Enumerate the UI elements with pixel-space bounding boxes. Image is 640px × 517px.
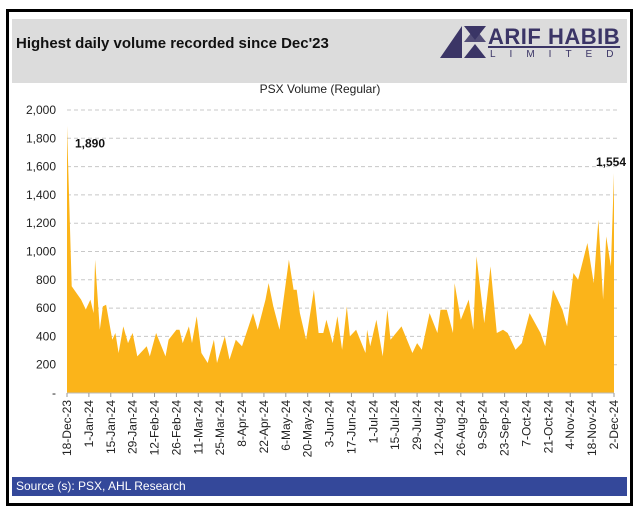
x-tick-label: 17-Jun-24 bbox=[344, 400, 358, 454]
x-tick-label: 11-Mar-24 bbox=[191, 400, 205, 455]
company-logo: ARIF HABIB LIMITED bbox=[440, 24, 624, 64]
x-tick-label: 8-Apr-24 bbox=[235, 400, 249, 447]
y-tick-label: 400 bbox=[36, 329, 56, 343]
x-tick-label: 23-Sep-24 bbox=[498, 400, 512, 456]
y-tick-label: 1,600 bbox=[26, 160, 56, 174]
page-title: Highest daily volume recorded since Dec'… bbox=[16, 35, 329, 52]
logo-name: ARIF HABIB bbox=[488, 24, 621, 49]
chart-title: PSX Volume (Regular) bbox=[259, 82, 381, 96]
chart-frame bbox=[6, 9, 633, 506]
x-tick-label: 4-Nov-24 bbox=[563, 400, 577, 450]
x-tick-label: 22-Apr-24 bbox=[257, 400, 271, 454]
x-tick-label: 18-Dec-23 bbox=[60, 400, 74, 456]
x-tick-label: 25-Mar-24 bbox=[213, 400, 227, 456]
x-tick-label: 20-May-24 bbox=[301, 400, 315, 458]
y-tick-label: 1,200 bbox=[26, 216, 56, 230]
x-tick-label: 15-Jul-24 bbox=[388, 400, 402, 450]
x-tick-label: 26-Feb-24 bbox=[169, 400, 183, 456]
x-tick-label: 7-Oct-24 bbox=[519, 400, 533, 447]
y-tick-label: - bbox=[52, 386, 56, 400]
y-tick-label: 200 bbox=[36, 358, 56, 372]
data-label: 1,890 bbox=[75, 137, 105, 151]
x-tick-label: 21-Oct-24 bbox=[541, 400, 555, 454]
x-tick-label: 18-Nov-24 bbox=[585, 400, 599, 456]
volume-area bbox=[67, 125, 614, 393]
x-tick-label: 2-Dec-24 bbox=[607, 400, 621, 450]
x-tick-label: 15-Jan-24 bbox=[104, 400, 118, 454]
x-tick-label: 26-Aug-24 bbox=[454, 400, 468, 456]
x-tick-label: 6-May-24 bbox=[279, 400, 293, 451]
header-band bbox=[12, 19, 627, 83]
x-tick-label: 9-Sep-24 bbox=[476, 400, 490, 450]
x-tick-label: 1-Jan-24 bbox=[82, 400, 96, 448]
y-tick-label: 1,400 bbox=[26, 188, 56, 202]
x-tick-label: 12-Aug-24 bbox=[432, 400, 446, 456]
x-tick-label: 1-Jul-24 bbox=[366, 400, 380, 444]
x-tick-label: 12-Feb-24 bbox=[148, 400, 162, 456]
logo-subtitle: LIMITED bbox=[490, 49, 628, 60]
x-tick-label: 29-Jan-24 bbox=[126, 400, 140, 454]
logo-mark-icon bbox=[440, 26, 486, 58]
y-tick-label: 800 bbox=[36, 273, 56, 287]
y-tick-label: 600 bbox=[36, 301, 56, 315]
data-label: 1,554 bbox=[596, 155, 626, 169]
y-tick-label: 2,000 bbox=[26, 103, 56, 117]
x-tick-label: 29-Jul-24 bbox=[410, 400, 424, 450]
x-tick-label: 3-Jun-24 bbox=[323, 400, 337, 448]
y-tick-label: 1,000 bbox=[26, 245, 56, 259]
y-tick-label: 1,800 bbox=[26, 131, 56, 145]
source-footer: Source (s): PSX, AHL Research bbox=[12, 477, 627, 496]
